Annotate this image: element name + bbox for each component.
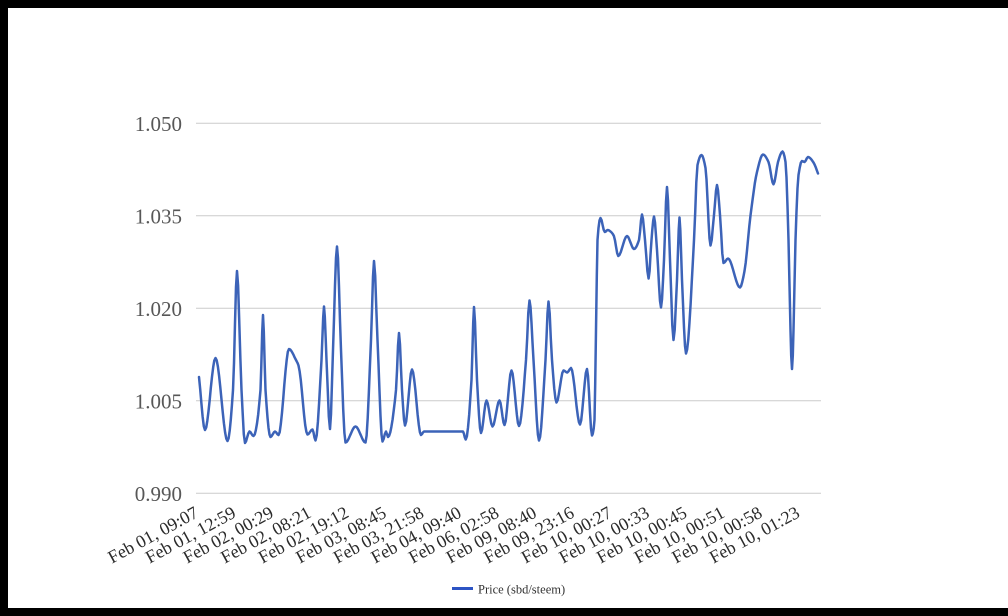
svg-text:1.005: 1.005 xyxy=(135,390,182,414)
svg-text:1.050: 1.050 xyxy=(135,112,182,136)
svg-text:1.020: 1.020 xyxy=(135,297,182,321)
svg-text:0.990: 0.990 xyxy=(135,482,182,506)
svg-text:Price (sbd/steem): Price (sbd/steem) xyxy=(478,583,565,597)
svg-text:1.035: 1.035 xyxy=(135,205,182,229)
